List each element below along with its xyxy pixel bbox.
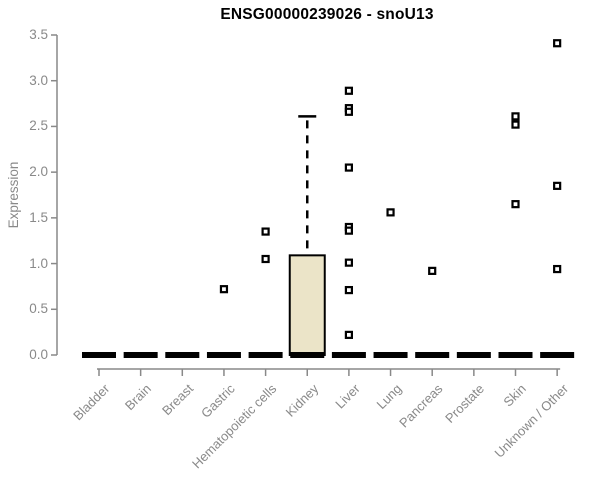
y-tick-label: 1.0 — [29, 255, 48, 271]
outlier-point — [553, 39, 562, 48]
outlier-point — [511, 112, 520, 121]
outlier-point — [553, 181, 562, 190]
outlier-point — [344, 330, 353, 339]
median-line — [540, 352, 575, 358]
outlier-point — [553, 264, 562, 274]
median-line — [82, 352, 116, 358]
y-tick-label: 1.5 — [29, 209, 48, 225]
y-tick-label: 0.0 — [29, 347, 48, 362]
outlier-point — [344, 285, 353, 295]
outlier-point — [344, 86, 353, 95]
median-line — [373, 352, 408, 358]
y-tick-label: 3.0 — [29, 72, 48, 88]
outlier-point — [511, 200, 520, 209]
outlier-point — [344, 107, 353, 116]
box — [288, 254, 326, 356]
outlier-point — [386, 208, 395, 217]
median-line — [415, 352, 450, 358]
outlier-point — [261, 254, 270, 264]
median-line — [498, 352, 533, 358]
median-line — [165, 352, 200, 358]
median-line — [456, 352, 491, 358]
y-tick-label: 2.5 — [29, 118, 48, 134]
y-axis-label: Expression — [6, 161, 21, 229]
median-line — [123, 352, 158, 358]
chart-title: ENSG00000239026 - snoU13 — [220, 6, 434, 23]
y-tick-label: 0.5 — [29, 301, 48, 317]
outlier-point — [428, 266, 437, 275]
y-tick-label: 3.5 — [29, 27, 48, 42]
y-tick-label: 2.0 — [29, 164, 48, 180]
outlier-point — [261, 227, 270, 236]
median-line — [248, 352, 283, 358]
outlier-point — [344, 258, 353, 267]
outlier-point — [511, 120, 520, 129]
median-line — [331, 352, 366, 358]
outlier-point — [219, 285, 229, 294]
median-line — [206, 352, 241, 358]
outlier-point — [344, 226, 353, 235]
outlier-point — [344, 163, 353, 172]
median-line — [290, 352, 325, 358]
